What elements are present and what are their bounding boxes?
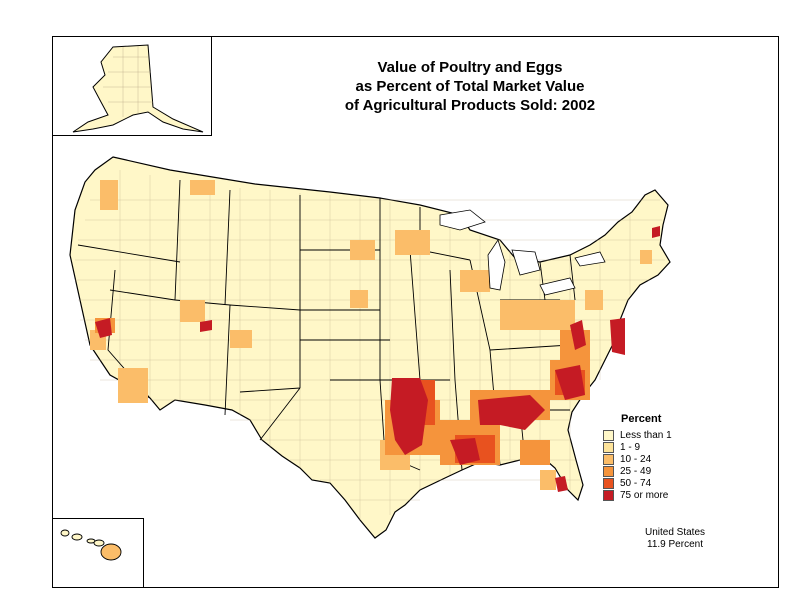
map-title: Value of Poultry and Eggs as Percent of …: [320, 58, 620, 115]
poultry-hotspots: [90, 180, 660, 492]
summary-line-2: 11.9 Percent: [647, 539, 703, 550]
legend-item: Less than 1: [603, 429, 723, 441]
legend-item: 75 or more: [603, 489, 723, 501]
title-line-2: as Percent of Total Market Value: [355, 78, 585, 95]
alaska-inset: [52, 36, 212, 136]
us-summary: United States 11.9 Percent: [625, 527, 725, 551]
title-line-1: Value of Poultry and Eggs: [377, 59, 563, 76]
legend-label: 75 or more: [620, 489, 669, 501]
hawaii-inset: [52, 518, 144, 588]
legend-swatch: [603, 477, 614, 489]
legend-swatch: [603, 453, 614, 465]
legend-label: 1 - 9: [620, 441, 641, 453]
legend-label: 50 - 74: [620, 477, 652, 489]
summary-line-1: United States: [644, 527, 706, 538]
legend-item: 10 - 24: [603, 453, 723, 465]
legend-swatch: [603, 465, 614, 477]
legend-label: 25 - 49: [620, 465, 652, 477]
legend-swatch: [603, 441, 614, 453]
legend-swatch: [603, 429, 614, 441]
legend-title: Percent: [621, 413, 662, 425]
hawaii-islands: [60, 529, 122, 561]
great-lakes: [439, 209, 606, 296]
legend: Percent Less than 1 1 - 9 10 - 24 25 - 4…: [603, 413, 723, 501]
legend-item: 50 - 74: [603, 477, 723, 489]
legend-swatch: [603, 489, 614, 501]
title-line-3: of Agricultural Products Sold: 2002: [344, 97, 596, 114]
legend-label: Less than 1: [620, 429, 672, 441]
legend-item: 1 - 9: [603, 441, 723, 453]
legend-label: 10 - 24: [620, 453, 652, 465]
legend-item: 25 - 49: [603, 465, 723, 477]
